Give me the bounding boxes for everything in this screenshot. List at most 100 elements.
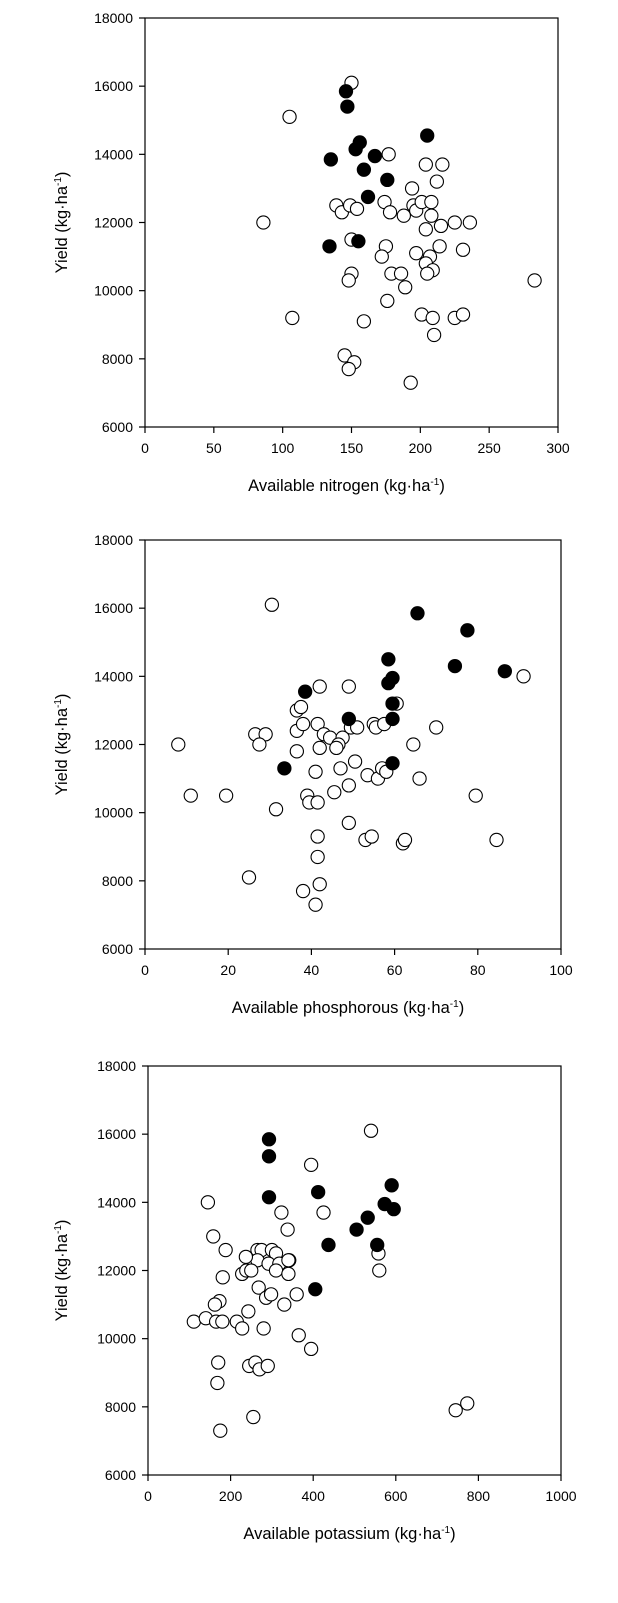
data-point-open (260, 1358, 275, 1374)
nitrogen-scatter-panel: 6000 8000 10000 12000 14000 16000 18000 0 50 100 1… (53, 10, 570, 495)
data-point-open (295, 716, 311, 732)
axis-label-close: ) (53, 172, 71, 178)
x-axis-label: Available phosphorous (kg·ha-1) (232, 999, 464, 1017)
axis-label-superscript: -1 (53, 1225, 64, 1234)
x-axis-label: Available potassium (kg·ha-1) (243, 1525, 455, 1543)
data-point-open (218, 1242, 233, 1258)
axis-label-close: ) (53, 1220, 71, 1226)
axis-label-superscript: -1 (430, 477, 439, 488)
data-point-open (312, 740, 327, 756)
data-point-open (364, 829, 379, 844)
data-point-filled (277, 761, 292, 776)
data-point-filled (311, 1184, 326, 1200)
y-tick-label: 6000 (105, 1467, 136, 1483)
data-point-open (293, 699, 309, 715)
data-point-open (263, 1287, 279, 1302)
axis-label-superscript: -1 (53, 699, 64, 708)
data-point-open (291, 1328, 306, 1343)
y-tick-label: 18000 (94, 532, 133, 548)
data-point-open (426, 327, 442, 343)
data-point-open (398, 280, 413, 295)
data-point-open (186, 1314, 201, 1329)
data-point-filled (367, 148, 383, 164)
data-point-open (256, 215, 271, 230)
data-point-open (215, 1314, 230, 1329)
data-point-open (403, 375, 418, 390)
axis-label-text: Yield (kg·ha (53, 707, 71, 795)
data-point-open (406, 737, 421, 752)
x-tick-label: 20 (220, 962, 236, 978)
data-point-open (274, 1205, 289, 1220)
data-point-filled (385, 756, 400, 771)
plot-frame (147, 1065, 562, 1476)
data-point-open (281, 1253, 296, 1268)
data-point-filled (308, 1282, 323, 1297)
data-point-filled (341, 711, 356, 727)
data-point-open (329, 740, 344, 756)
axis-label-superscript: -1 (441, 1525, 450, 1536)
x-tick-label: 600 (384, 1488, 408, 1504)
y-tick-label: 14000 (94, 668, 133, 684)
x-tick-label: 150 (340, 440, 364, 456)
data-point-open (489, 832, 504, 848)
data-point-open (277, 1297, 292, 1312)
data-point-open (183, 788, 198, 803)
data-point-open (433, 218, 449, 234)
x-tick-label: 400 (302, 1488, 326, 1504)
data-point-open (251, 1280, 266, 1295)
data-point-open (448, 1403, 463, 1418)
data-point-open (327, 785, 342, 800)
data-point-open (303, 1157, 319, 1172)
data-point-open (285, 310, 300, 326)
data-point-open (252, 737, 267, 752)
data-point-open (412, 771, 427, 786)
data-point-open (349, 201, 365, 217)
axis-label-text: Available nitrogen (kg·ha (248, 477, 431, 495)
axis-label-text: Available phosphorous (kg·ha (232, 999, 451, 1017)
x-tick-label: 250 (477, 440, 501, 456)
data-point-filled (261, 1149, 277, 1164)
data-point-open (310, 829, 325, 844)
data-point-open (256, 1321, 271, 1336)
data-point-open (211, 1355, 226, 1370)
data-point-open (420, 266, 435, 281)
y-tick-label: 14000 (97, 1194, 136, 1210)
data-point-filled (386, 1202, 401, 1217)
y-axis-label: Yield (kg·ha-1) (53, 1220, 71, 1322)
data-point-filled (340, 99, 355, 114)
x-tick-label: 200 (409, 440, 433, 456)
plot-frame (144, 539, 562, 950)
data-point-open (303, 1341, 319, 1357)
data-point-open (372, 1263, 387, 1278)
data-point-open (404, 181, 420, 196)
data-point-open (308, 897, 323, 912)
y-tick-label: 8000 (102, 873, 133, 889)
data-point-filled (381, 676, 396, 691)
data-point-open (207, 1297, 223, 1312)
data-point-open (280, 1222, 295, 1237)
y-axis-label: Yield (kg·ha-1) (53, 694, 71, 796)
y-tick-label: 6000 (102, 419, 133, 435)
data-point-open (341, 273, 356, 288)
data-point-filled (298, 684, 313, 699)
data-point-filled (360, 189, 376, 205)
data-point-filled (356, 162, 372, 177)
data-point-open (425, 310, 440, 326)
data-point-open (381, 147, 396, 162)
data-point-filled (351, 234, 366, 249)
data-point-open (337, 348, 352, 363)
data-point-filled (380, 172, 395, 188)
y-tick-label: 10000 (97, 1331, 136, 1347)
data-point-open (171, 737, 186, 752)
data-point-open (447, 215, 462, 230)
axis-label-text: Yield (kg·ha (53, 185, 71, 273)
data-point-open (418, 157, 433, 172)
y-tick-label: 18000 (94, 10, 133, 26)
data-point-filled (321, 1237, 336, 1253)
data-point-open (238, 1249, 254, 1265)
data-point-open (382, 205, 398, 220)
y-tick-label: 16000 (97, 1126, 136, 1142)
data-point-open (380, 293, 395, 309)
data-point-open (213, 1423, 228, 1438)
data-point-open (468, 788, 483, 803)
